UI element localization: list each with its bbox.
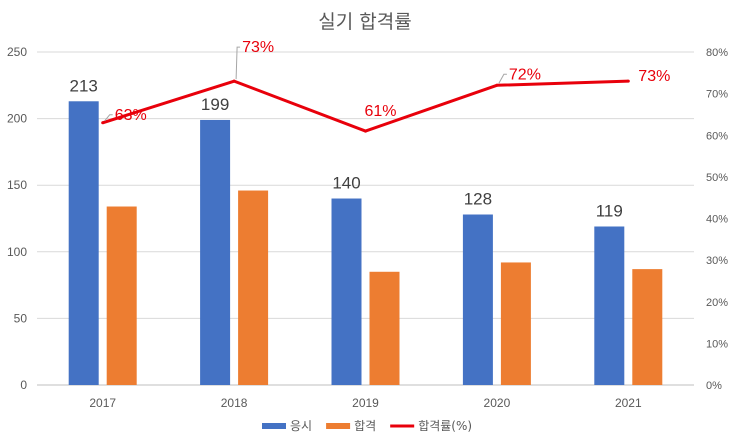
y-left-tick-label: 100	[7, 245, 27, 259]
legend-label: 응시	[290, 419, 312, 433]
bar-value-label: 128	[464, 190, 492, 209]
bar-passed	[500, 262, 531, 385]
y-right-tick-label: 50%	[706, 172, 728, 184]
x-tick-label: 2020	[484, 396, 511, 410]
line-value-label: 61%	[365, 103, 397, 120]
bar-passed	[106, 206, 137, 385]
leader-line	[235, 46, 241, 80]
bar-passed	[369, 271, 400, 385]
y-left-tick-label: 200	[7, 112, 27, 126]
bar-applicants	[331, 198, 362, 385]
line-value-label: 73%	[638, 68, 670, 85]
y-right-tick-label: 10%	[706, 338, 728, 350]
bar-value-label: 140	[332, 174, 360, 193]
line-point	[101, 121, 105, 125]
line-point	[626, 79, 630, 83]
bar-value-label: 119	[596, 201, 623, 220]
bar-applicants	[462, 214, 493, 385]
legend: 응시 합격 합격률(%)	[262, 419, 472, 433]
line-value-label: 72%	[509, 66, 541, 83]
legend-label: 합격률(%)	[418, 419, 472, 433]
chart-title: 실기 합격률	[318, 11, 411, 33]
bar-passed	[632, 269, 663, 385]
bar-value-label: 213	[70, 76, 98, 95]
bar-applicants	[68, 101, 99, 385]
y-left-tick-label: 50	[14, 311, 28, 325]
bar-applicants	[200, 119, 231, 385]
bar-value-label: 199	[201, 95, 229, 114]
y-right-tick-label: 30%	[706, 255, 728, 267]
y-left-tick-label: 0	[20, 378, 27, 392]
legend-swatch	[326, 423, 351, 429]
bar-passed	[238, 190, 269, 385]
leader-line	[104, 114, 113, 122]
y-left-tick-label: 150	[7, 178, 27, 192]
y-right-tick-label: 70%	[706, 89, 728, 101]
line-point	[232, 79, 236, 83]
leader-line	[498, 73, 507, 84]
bar-applicants	[594, 226, 625, 385]
x-tick-label: 2021	[615, 396, 642, 410]
y-right-tick-label: 40%	[706, 214, 728, 226]
y-right-tick-label: 0%	[706, 380, 722, 392]
line-point	[364, 129, 367, 133]
x-tick-label: 2018	[221, 396, 248, 410]
legend-swatch	[262, 423, 286, 429]
x-tick-label: 2019	[352, 396, 379, 410]
line-value-label: 63%	[115, 107, 147, 124]
y-left-tick-label: 250	[7, 45, 27, 59]
line-value-label: 73%	[242, 39, 274, 56]
y-right-tick-label: 80%	[706, 47, 728, 59]
legend-label: 합격	[354, 419, 376, 433]
line-point	[495, 83, 499, 87]
y-right-tick-label: 20%	[706, 297, 728, 309]
y-right-tick-label: 60%	[706, 130, 728, 142]
x-tick-label: 2017	[89, 396, 116, 410]
